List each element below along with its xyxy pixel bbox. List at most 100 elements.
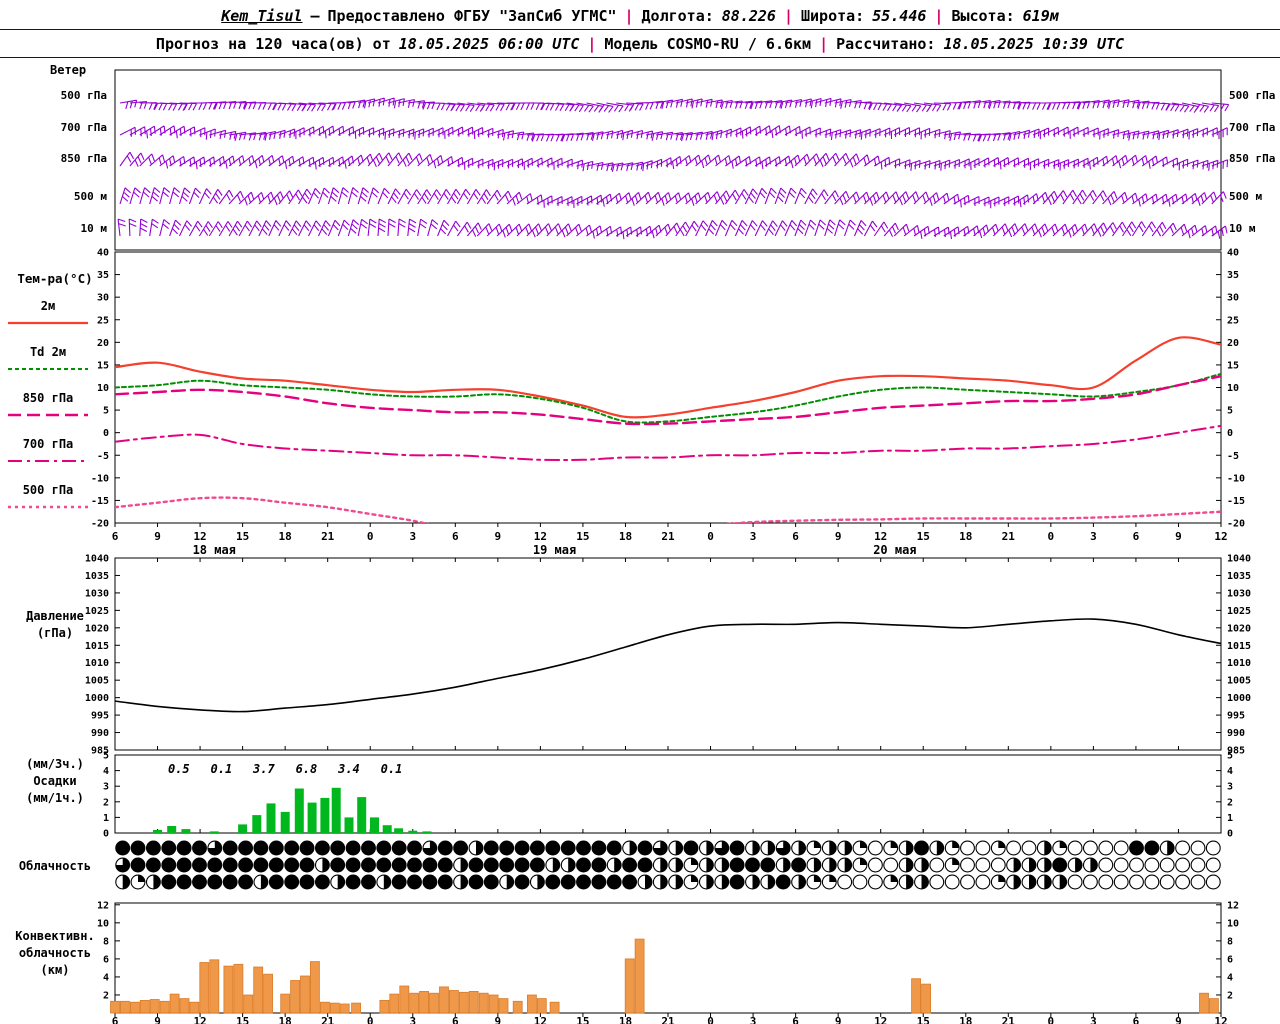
wind-row-label: 700 гПа [61, 121, 107, 134]
pressure-tick-label: 1035 [1227, 571, 1251, 582]
temp-tick-label: 40 [97, 248, 109, 259]
cloud-symbol [545, 840, 561, 856]
cloud-symbol [914, 840, 929, 856]
cloud-symbol-fill [337, 875, 345, 889]
pressure-tick-label: 1025 [85, 606, 109, 617]
convective-bar [468, 991, 479, 1014]
hour-label: 9 [495, 530, 502, 543]
hour-label: 21 [321, 530, 335, 543]
cloud-symbol [391, 874, 407, 890]
precip-bar [153, 829, 162, 833]
hour-label: 18 [959, 530, 972, 543]
cloud-symbol-fill [629, 841, 637, 855]
cloud-symbol [345, 874, 361, 890]
cloud-symbol-fill [890, 841, 898, 848]
cloud-symbol [207, 857, 223, 873]
cloud-symbol-fill [706, 875, 714, 889]
cloud-symbol [207, 874, 223, 890]
hour-label: 6 [1133, 1015, 1140, 1024]
cloud-symbol-fill [122, 875, 130, 889]
cloud-symbol [960, 840, 975, 856]
convective-bar [351, 1002, 362, 1014]
convective-bar [549, 1001, 560, 1014]
cloud-symbol [1190, 857, 1206, 873]
header-separator: | [587, 34, 597, 53]
cloud-symbol [115, 840, 131, 856]
convective-bar [253, 966, 264, 1014]
convective-bar [527, 994, 537, 1014]
cloud-symbol-fill [660, 858, 668, 872]
wind-row-label: 10 м [1229, 222, 1256, 235]
hour-label: 3 [1090, 1015, 1097, 1024]
hour-label: 21 [661, 530, 675, 543]
cloud-symbol [1175, 874, 1191, 890]
cloud-symbol-fill [906, 841, 914, 855]
hour-label: 0 [707, 1015, 714, 1024]
convective-bar [399, 985, 410, 1014]
cloud-symbol [192, 857, 207, 873]
cloud-symbol-fill [115, 858, 130, 872]
hour-label: 0 [367, 530, 374, 543]
cloud-symbol [192, 874, 207, 890]
date-label: 18 мая [193, 543, 236, 557]
cloud-symbol-fill [322, 858, 330, 872]
hour-label: 3 [409, 530, 416, 543]
convective-bar [280, 993, 291, 1014]
convective-bar [149, 999, 160, 1014]
pressure-tick-label: 1000 [1227, 693, 1251, 704]
hour-label: 6 [452, 1015, 459, 1024]
cloud-symbol [745, 857, 760, 873]
cloud-panel-title: Облачность [18, 859, 92, 873]
hour-label: 18 [619, 530, 632, 543]
wind-row-label: 500 м [74, 190, 107, 203]
temp-tick-label: 15 [97, 360, 109, 371]
precip-tick-label: 3 [103, 782, 109, 793]
temp-tick-label: -5 [1227, 451, 1239, 462]
cloud-symbol-fill [890, 875, 898, 882]
cloud-symbol [637, 840, 653, 856]
hour-label: 18 [619, 1015, 632, 1024]
cloud-symbol-fill [138, 875, 145, 882]
hour-label: 3 [409, 1015, 416, 1024]
cloud-symbol-fill [614, 858, 622, 872]
convective-bar [339, 1003, 350, 1014]
precip-tick-label: 0 [103, 829, 109, 840]
wind-barbs-row-3 [119, 187, 1227, 209]
hour-label: 12 [1214, 530, 1227, 543]
cloud-symbol-fill [1044, 841, 1052, 855]
hour-label: 21 [1002, 530, 1016, 543]
cloud-symbol [514, 857, 530, 873]
hour-label: 15 [917, 530, 930, 543]
temp-tick-label: 35 [97, 270, 109, 281]
hour-label: 12 [874, 1015, 887, 1024]
convective-bar [139, 1000, 150, 1014]
pressure-tick-label: 1020 [85, 623, 109, 634]
cloud-symbol [867, 874, 883, 890]
cloud-symbol [576, 840, 591, 856]
hour-label: 0 [1048, 1015, 1055, 1024]
cloud-symbol [1098, 874, 1114, 890]
cloud-symbol-fill [936, 841, 944, 855]
hour-label: 12 [874, 530, 887, 543]
precip-bar [238, 824, 248, 833]
temp-tick-label: 10 [97, 383, 109, 394]
cloud-symbol-fill [714, 841, 729, 855]
cloud-symbol-fill [767, 875, 775, 889]
conv-tick-label: 10 [97, 918, 109, 929]
cloud-symbol [1159, 857, 1175, 873]
convective-bar [439, 986, 449, 1014]
cloud-symbol [929, 874, 945, 890]
cloud-symbol-fill [706, 841, 714, 855]
conv-tick-label: 6 [1227, 954, 1233, 965]
cloud-symbol-fill [383, 875, 391, 889]
cloud-symbol-fill [653, 841, 668, 855]
hour-label: 12 [534, 530, 547, 543]
cloud-symbol [468, 874, 484, 890]
temp-tick-label: 0 [103, 428, 109, 439]
latitude-value: 55.446 [872, 6, 927, 25]
conv-tick-label: 8 [103, 936, 109, 947]
cloud-symbol-fill [153, 875, 161, 889]
cloud-symbol-fill [675, 858, 683, 872]
calculated-label: Рассчитано: [836, 34, 936, 53]
